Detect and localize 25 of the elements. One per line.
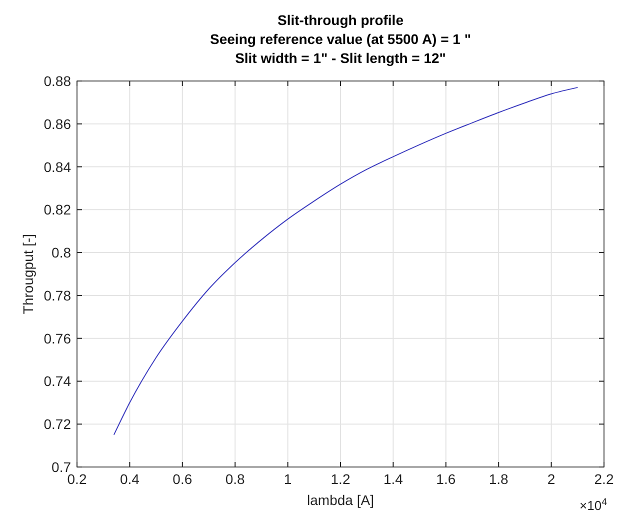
x-tick-label: 2	[547, 471, 556, 487]
x-tick-label: 1.6	[436, 471, 456, 487]
chart-subtitle: Seeing reference value (at 5500 A) = 1 " Slit width = 1" - Slit length = 12"	[210, 31, 471, 66]
x-tick-label: 1.8	[488, 471, 509, 487]
chart-title: Slit-through profile	[278, 12, 404, 28]
y-tick-label: 0.74	[44, 373, 72, 390]
y-tick-label: 0.8	[52, 244, 72, 261]
line-series	[113, 86, 578, 436]
y-tick-label: 0.78	[44, 287, 72, 304]
y-tick-label: 0.86	[44, 116, 72, 132]
y-axis-title: Througput [-]	[20, 234, 36, 314]
x-tick-label: 1.4	[383, 471, 404, 487]
x-tick-label: 0.6	[172, 471, 192, 487]
y-tick-label: 0.72	[44, 416, 72, 432]
x-tick-label: 1.2	[330, 471, 350, 487]
y-tick-label: 0.88	[44, 73, 72, 89]
text: ×10$^{4}$	[580, 496, 608, 513]
x-tick-label: 2.2	[594, 471, 614, 487]
x-tick-label: 1	[284, 471, 292, 487]
x-axis-title: lambda [A]	[307, 492, 374, 508]
x-tick-label: 0.4	[120, 471, 140, 487]
y-tick-label: 0.84	[44, 158, 72, 175]
y-tick-label: 0.82	[44, 202, 72, 218]
y-tick-label: 0.76	[44, 330, 72, 346]
x-tick-label: 0.8	[225, 471, 246, 487]
